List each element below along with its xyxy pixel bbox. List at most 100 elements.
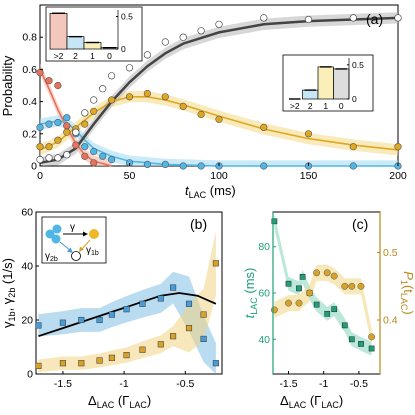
panel-b-yticks: 0 20 40 60 <box>21 207 39 381</box>
inset-final-xticks: >2 2 1 0 <box>290 101 344 111</box>
theory-curve <box>38 292 217 338</box>
point-t-lac <box>368 345 375 352</box>
panel-c-ylabel-right-main: P <box>401 271 415 280</box>
panel-b-xlabel-pre: (Γ <box>114 393 129 408</box>
y-tick-label: 0 <box>27 369 33 381</box>
point-zero <box>45 154 53 162</box>
panel-c-label: (c) <box>352 216 368 232</box>
point-one <box>304 130 313 138</box>
point-gamma-1b <box>185 325 193 332</box>
panel-b-xlabel-unit-sub: LAC <box>129 400 147 410</box>
point-two <box>81 143 89 151</box>
point-t-lac <box>358 341 364 347</box>
panel-c-xlabel-main: Δ <box>280 393 289 408</box>
point-p1 <box>357 282 365 290</box>
point-gt2 <box>54 81 62 90</box>
point-gamma-1b <box>96 357 103 364</box>
panel-a-xlabel-unit: (ms) <box>206 183 236 198</box>
point-zero <box>63 151 71 159</box>
panel-c-points <box>270 218 376 352</box>
panel-c-ylabel-left-unit: (ms) <box>242 268 257 298</box>
x-tick-label: 150 <box>300 170 318 182</box>
panel-c-xticks: -1.5 -1 -0.5 <box>279 371 368 390</box>
x-tick-label: -1 <box>319 378 328 390</box>
point-gamma-2b <box>96 316 103 324</box>
inset-bar <box>317 66 334 100</box>
point-two <box>90 147 98 156</box>
arrow-gamma-1b-head <box>79 246 84 252</box>
point-gamma-1b <box>123 352 130 359</box>
point-two <box>63 114 71 122</box>
atom-icon-blue-2 <box>52 224 62 234</box>
panel-c-xlabel-pre: (Γ <box>306 393 321 408</box>
x-tick-label: 50 <box>124 170 136 182</box>
point-gamma-1b <box>200 311 207 318</box>
inset-x-tick-label: 2 <box>73 51 78 61</box>
panel-b-label: (b) <box>190 216 207 232</box>
point-zero <box>36 156 44 164</box>
panel-c-ylabel-right-close: ) <box>401 310 415 314</box>
point-two <box>349 162 357 170</box>
point-gamma-1b <box>78 360 85 367</box>
panel-c-xlabel: ΔLAC (ΓLAC) <box>280 393 343 410</box>
inset-initial: >2 2 1 0 00.5 <box>45 6 143 62</box>
fit-line-one <box>39 96 399 151</box>
inset-initial-yticks: 00.5 <box>116 10 133 54</box>
inset-y-tick-label: 0.5 <box>121 12 133 22</box>
point-two <box>260 162 268 170</box>
x-tick-label: -0.5 <box>176 378 194 390</box>
panel-b-xlabel: ΔLAC (ΓLAC) <box>88 393 151 410</box>
point-one <box>81 120 89 128</box>
arrow-gamma-2b-head <box>67 247 73 253</box>
y-tick-label: 40 <box>21 261 33 273</box>
panel-a-yticks: 0 0.2 0.4 0.6 0.8 <box>22 32 43 173</box>
inset-x-tick-label: 1 <box>323 101 328 111</box>
atom-icon-yellow <box>89 229 99 239</box>
point-two <box>36 123 44 131</box>
point-gt2 <box>72 141 80 149</box>
panel-b-theory <box>38 292 217 338</box>
point-gamma-1b <box>157 341 164 348</box>
point-gt2 <box>81 152 89 160</box>
gamma-1b-sub: 1b <box>91 250 99 257</box>
level-diagram: γ γ2b γ1b <box>41 216 107 264</box>
point-gamma-2b <box>212 360 219 367</box>
panel-b-ylabel: γ1b, γ2b (1/s) <box>0 258 17 328</box>
point-zero <box>143 51 151 59</box>
y-tick-label: 20 <box>21 315 33 327</box>
point-p1 <box>348 282 356 290</box>
gamma-1b-main: γ <box>86 245 91 256</box>
inset-final-bars <box>289 66 350 100</box>
panel-b-frame <box>35 211 223 375</box>
gamma-1b-label: γ1b <box>86 245 99 257</box>
point-zero <box>107 72 116 80</box>
point-gamma-1b <box>170 333 177 340</box>
point-one <box>36 143 44 151</box>
point-t-lac <box>285 280 292 287</box>
panel-b-xlabel-sub: LAC <box>97 400 115 410</box>
band-zero <box>40 12 398 167</box>
y-tick-label: 0.2 <box>22 128 37 140</box>
point-p1 <box>368 333 376 341</box>
point-one <box>197 110 205 119</box>
point-two <box>54 118 62 127</box>
right-tick-label: 0.4 <box>383 315 398 327</box>
y-tick-label: 0 <box>31 161 37 173</box>
inset-final-yticks: 00.5 <box>347 58 364 104</box>
point-one <box>179 102 187 110</box>
gamma-2b-main: γ <box>45 251 50 262</box>
point-t-lac <box>331 306 338 313</box>
point-gamma-2b <box>139 300 146 307</box>
inset-initial-xticks: >2 2 1 0 <box>54 51 112 61</box>
inset-bar <box>333 68 350 100</box>
panel-b-xlabel-post: ) <box>147 393 151 408</box>
panel-c-ylabel-left-main: t <box>242 313 257 318</box>
point-zero <box>260 14 268 22</box>
point-one <box>125 93 134 101</box>
inset-y-tick-label: 0 <box>121 44 126 54</box>
point-zero <box>197 27 205 35</box>
panel-a-xlabel-main: t <box>185 183 190 198</box>
inset-x-tick-label: 1 <box>90 51 95 61</box>
atom-icon-blue-1 <box>45 229 55 239</box>
point-t-lac <box>324 310 331 317</box>
